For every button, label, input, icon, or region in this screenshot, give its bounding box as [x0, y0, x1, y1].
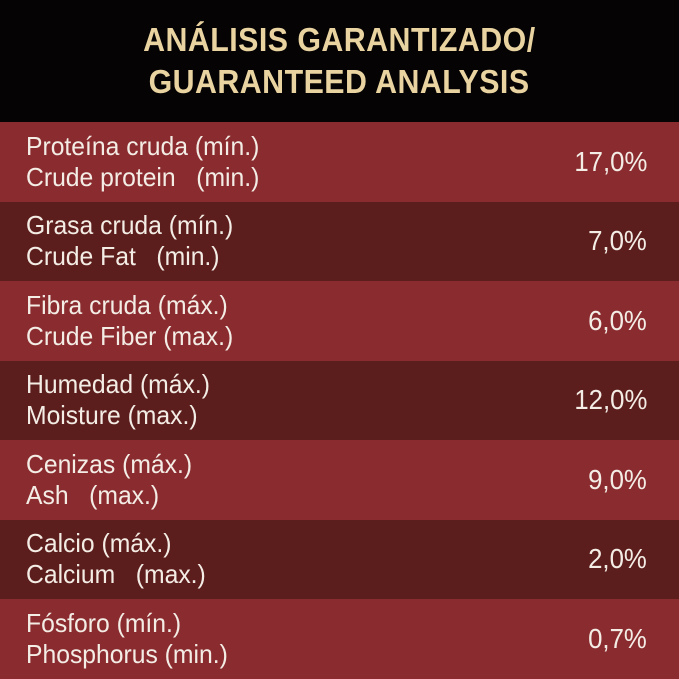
row-value: 12,0% — [573, 384, 647, 416]
row-value: 2,0% — [588, 543, 647, 575]
label-es: Humedad (máx.) — [26, 369, 210, 400]
label-es: Grasa cruda (mín.) — [26, 210, 234, 241]
label-en: Phosphorus (min.) — [26, 638, 228, 669]
table-row: Calcio (máx.) Calcium (max.) 2,0% — [0, 519, 679, 599]
table-row: Grasa cruda (mín.) Crude Fat (min.) 7,0% — [0, 201, 679, 281]
row-value: 0,7% — [588, 622, 647, 654]
title-line: ANÁLISIS GARANTIZADO/ — [143, 21, 536, 58]
label-en: Crude protein (min.) — [26, 161, 260, 192]
label-es: Calcio (máx.) — [26, 528, 172, 559]
table: Proteína cruda (mín.) Crude protein (min.… — [0, 122, 679, 679]
label-es: Fósforo (mín.) — [26, 607, 182, 638]
row-labels: Cenizas (máx.) Ash (max.) — [26, 449, 201, 511]
row-value: 9,0% — [588, 463, 647, 495]
row-value: 7,0% — [588, 225, 647, 257]
label-en: Moisture (max.) — [26, 400, 198, 431]
label-es: Cenizas (máx.) — [26, 448, 193, 479]
row-value: 6,0% — [588, 304, 647, 336]
row-labels: Proteína cruda (mín.) Crude protein (min.… — [26, 131, 272, 193]
table-row: Fósforo (mín.) Phosphorus (min.) 0,7% — [0, 599, 679, 679]
label-en: Ash (max.) — [26, 479, 160, 510]
row-labels: Fósforo (mín.) Phosphorus (min.) — [26, 608, 238, 670]
row-labels: Calcio (máx.) Calcium (max.) — [26, 528, 215, 590]
table-row: Fibra cruda (máx.) Crude Fiber (max.) 6,0% — [0, 281, 679, 361]
label-en: Crude Fiber (max.) — [26, 320, 234, 351]
row-labels: Humedad (máx.) Moisture (max.) — [26, 369, 220, 431]
header: ANÁLISIS GARANTIZADO/ GUARANTEED ANALYSI… — [0, 0, 679, 122]
label-en: Calcium (max.) — [26, 559, 206, 590]
table-row: Proteína cruda (mín.) Crude protein (min.… — [0, 122, 679, 202]
table-row: Cenizas (máx.) Ash (max.) 9,0% — [0, 440, 679, 520]
label-en: Crude Fat (min.) — [26, 241, 220, 272]
row-labels: Grasa cruda (mín.) Crude Fat (min.) — [26, 210, 244, 272]
row-labels: Fibra cruda (máx.) Crude Fiber (max.) — [26, 290, 244, 352]
title-line: GUARANTEED ANALYSIS — [149, 63, 530, 100]
row-value: 17,0% — [573, 145, 647, 177]
label-es: Fibra cruda (máx.) — [26, 289, 228, 320]
label-es: Proteína cruda (mín.) — [26, 130, 260, 161]
table-row: Humedad (máx.) Moisture (max.) 12,0% — [0, 360, 679, 440]
